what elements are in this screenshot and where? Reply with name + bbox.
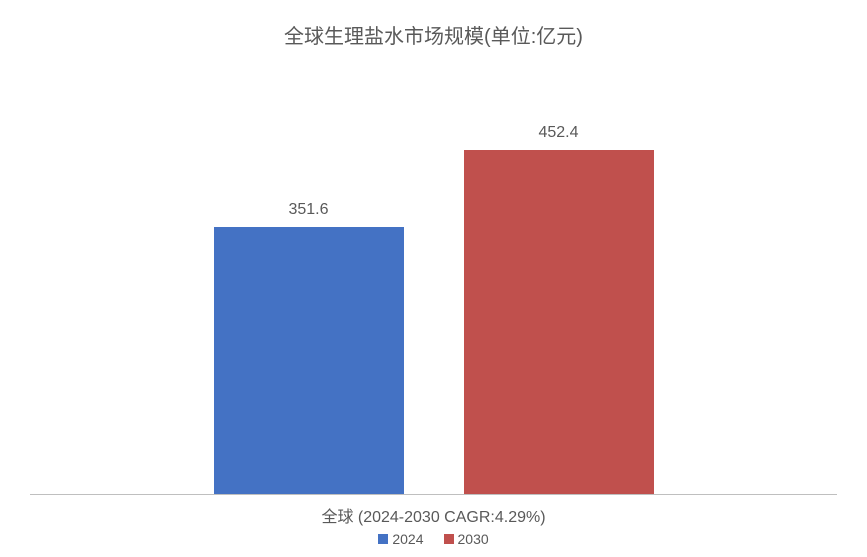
legend-label-2030: 2030 [458, 531, 489, 547]
legend-item-2030: 2030 [444, 531, 489, 547]
bar-group-2030: 452.4 [464, 79, 654, 494]
chart-title: 全球生理盐水市场规模(单位:亿元) [30, 20, 837, 49]
legend-label-2024: 2024 [392, 531, 423, 547]
chart-container: 全球生理盐水市场规模(单位:亿元) 351.6 452.4 全球 (2024-2… [0, 0, 867, 557]
bar-2030 [464, 150, 654, 494]
legend-swatch-2024 [378, 534, 388, 544]
bar-value-2030: 452.4 [538, 124, 578, 142]
plot-area: 351.6 452.4 [30, 59, 837, 495]
bar-group-2024: 351.6 [214, 79, 404, 494]
bar-value-2024: 351.6 [288, 201, 328, 219]
legend-item-2024: 2024 [378, 531, 423, 547]
x-axis-label: 全球 (2024-2030 CAGR:4.29%) [30, 503, 837, 527]
legend: 2024 2030 [30, 531, 837, 547]
legend-swatch-2030 [444, 534, 454, 544]
bar-2024 [214, 227, 404, 494]
